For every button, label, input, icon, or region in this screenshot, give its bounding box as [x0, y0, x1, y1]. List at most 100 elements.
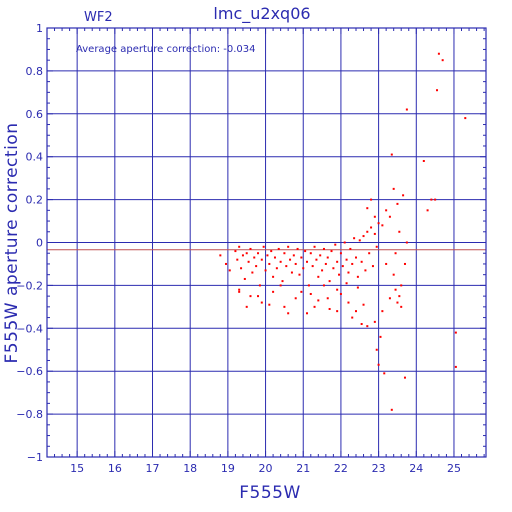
data-point [354, 310, 357, 313]
x-tick-label: 15 [70, 462, 84, 475]
x-tick-label: 23 [372, 462, 386, 475]
data-point [257, 295, 260, 298]
y-tick-label: −0.2 [16, 279, 43, 292]
data-point [257, 252, 260, 255]
data-point [392, 273, 395, 276]
data-point [334, 243, 337, 246]
data-point [441, 59, 444, 62]
data-point [287, 312, 290, 315]
data-point [260, 301, 263, 304]
data-point [313, 245, 316, 248]
data-point [315, 258, 318, 261]
data-point [398, 295, 401, 298]
x-tick-label: 21 [296, 462, 310, 475]
data-point [319, 254, 322, 257]
data-point [336, 310, 339, 313]
y-tick-label: 1 [36, 22, 43, 35]
data-point [300, 256, 303, 259]
data-point [292, 254, 295, 257]
data-point [405, 241, 408, 244]
data-point [283, 305, 286, 308]
data-point [385, 262, 388, 265]
data-point [243, 277, 246, 280]
x-axis-label: F555W [239, 483, 301, 503]
data-point [285, 265, 288, 268]
data-point [366, 207, 369, 210]
data-point [236, 258, 239, 261]
data-point [377, 222, 380, 225]
data-point [394, 252, 397, 255]
data-point [300, 290, 303, 293]
x-tick-label: 24 [409, 462, 423, 475]
data-point [360, 260, 363, 263]
data-point [245, 305, 248, 308]
data-point [390, 153, 393, 156]
data-point [371, 265, 374, 268]
average-correction-annotation: Average aperture correction: -0.034 [76, 44, 256, 55]
data-point [241, 254, 244, 257]
data-point [364, 269, 367, 272]
data-point [360, 323, 363, 326]
data-point [379, 335, 382, 338]
data-point [353, 237, 356, 240]
data-point [309, 252, 312, 255]
data-point [294, 297, 297, 300]
data-point [302, 267, 305, 270]
x-tick-label: 17 [146, 462, 160, 475]
data-point [326, 256, 329, 259]
data-point [332, 267, 335, 270]
data-point [281, 280, 284, 283]
data-point [366, 325, 369, 328]
data-point [279, 284, 282, 287]
data-point [247, 260, 250, 263]
x-tick-label: 16 [108, 462, 122, 475]
data-point [381, 310, 384, 313]
data-point [321, 269, 324, 272]
data-point [338, 273, 341, 276]
y-tick-label: 0.8 [26, 65, 44, 78]
data-point [370, 226, 373, 229]
data-point [258, 284, 261, 287]
data-point [279, 260, 282, 263]
data-point [454, 331, 457, 334]
data-point [249, 295, 252, 298]
data-point [345, 258, 348, 261]
data-point [283, 252, 286, 255]
data-point [388, 215, 391, 218]
data-point [351, 316, 354, 319]
data-point [437, 52, 440, 55]
x-tick-label: 22 [334, 462, 348, 475]
data-point [322, 284, 325, 287]
x-tick-label: 19 [221, 462, 235, 475]
data-point [347, 301, 350, 304]
data-point [287, 245, 290, 248]
data-point [454, 365, 457, 368]
data-point [403, 262, 406, 265]
data-point [422, 159, 425, 162]
data-point [268, 262, 271, 265]
y-tick-label: −0.8 [16, 408, 43, 421]
data-point [273, 256, 276, 259]
data-point [394, 288, 397, 291]
data-point [349, 247, 352, 250]
data-point [326, 297, 329, 300]
data-point [375, 348, 378, 351]
data-point [322, 247, 325, 250]
data-point [309, 292, 312, 295]
data-point [396, 202, 399, 205]
panel-label: WF2 [84, 10, 113, 25]
data-point [426, 209, 429, 212]
data-point [238, 290, 241, 293]
data-point [434, 198, 437, 201]
data-point [294, 262, 297, 265]
data-point [339, 292, 342, 295]
data-point [275, 267, 278, 270]
y-tick-label: −0.6 [16, 365, 43, 378]
data-point [289, 258, 292, 261]
data-point [345, 282, 348, 285]
data-point [354, 256, 357, 259]
data-point [396, 301, 399, 304]
reference-lines [47, 242, 486, 251]
